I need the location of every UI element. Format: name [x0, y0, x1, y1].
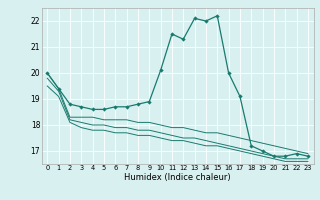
X-axis label: Humidex (Indice chaleur): Humidex (Indice chaleur) [124, 173, 231, 182]
